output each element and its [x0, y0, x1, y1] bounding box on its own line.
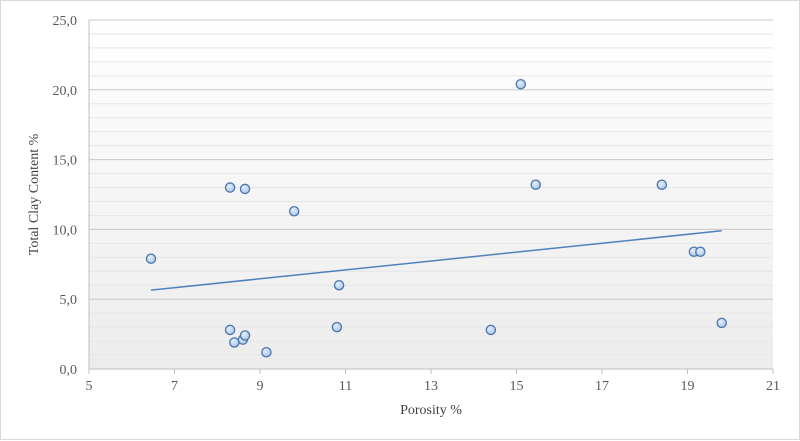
plot-area	[89, 20, 773, 369]
data-point	[224, 324, 236, 336]
points-layer	[145, 78, 727, 358]
trendline	[150, 230, 722, 291]
x-tick-label: 19	[681, 379, 695, 394]
y-axis-title: Total Clay Content %	[27, 133, 42, 255]
y-tick-label: 15,0	[53, 154, 78, 169]
y-tick-label: 10,0	[53, 223, 78, 238]
x-tick-label: 17	[595, 379, 609, 394]
data-point	[485, 324, 497, 336]
data-point	[224, 182, 236, 193]
data-point	[530, 179, 541, 190]
x-tick-label: 15	[510, 379, 524, 394]
data-point	[656, 179, 668, 190]
data-point	[145, 253, 157, 264]
y-tick-label: 25,0	[53, 14, 78, 29]
x-tick-label: 13	[424, 379, 438, 394]
data-point	[695, 246, 706, 257]
x-tick-label: 21	[766, 379, 780, 394]
grid-layer	[89, 19, 773, 370]
x-tick-label: 7	[171, 379, 178, 394]
tick-labels-layer: 5 7 9 11 13 15 17 19 21 0,0 5,0 10,0 15,0 20,0 25,0	[53, 14, 781, 394]
y-tick-label: 20,0	[53, 84, 78, 99]
data-point	[229, 337, 240, 348]
data-point	[331, 321, 343, 333]
data-point	[288, 206, 300, 217]
y-tick-label: 0,0	[60, 363, 78, 378]
x-axis-title: Porosity %	[400, 403, 462, 418]
data-point	[333, 279, 345, 291]
x-tick-label: 11	[339, 379, 352, 394]
data-point	[515, 78, 527, 90]
trendline-layer	[150, 230, 722, 291]
data-point	[239, 330, 251, 341]
axes-layer	[88, 20, 774, 374]
y-tick-label: 5,0	[60, 293, 78, 308]
data-point	[261, 346, 272, 358]
data-point	[239, 183, 251, 195]
data-point	[716, 317, 727, 329]
x-tick-label: 5	[86, 379, 93, 394]
x-tick-label: 9	[257, 379, 264, 394]
